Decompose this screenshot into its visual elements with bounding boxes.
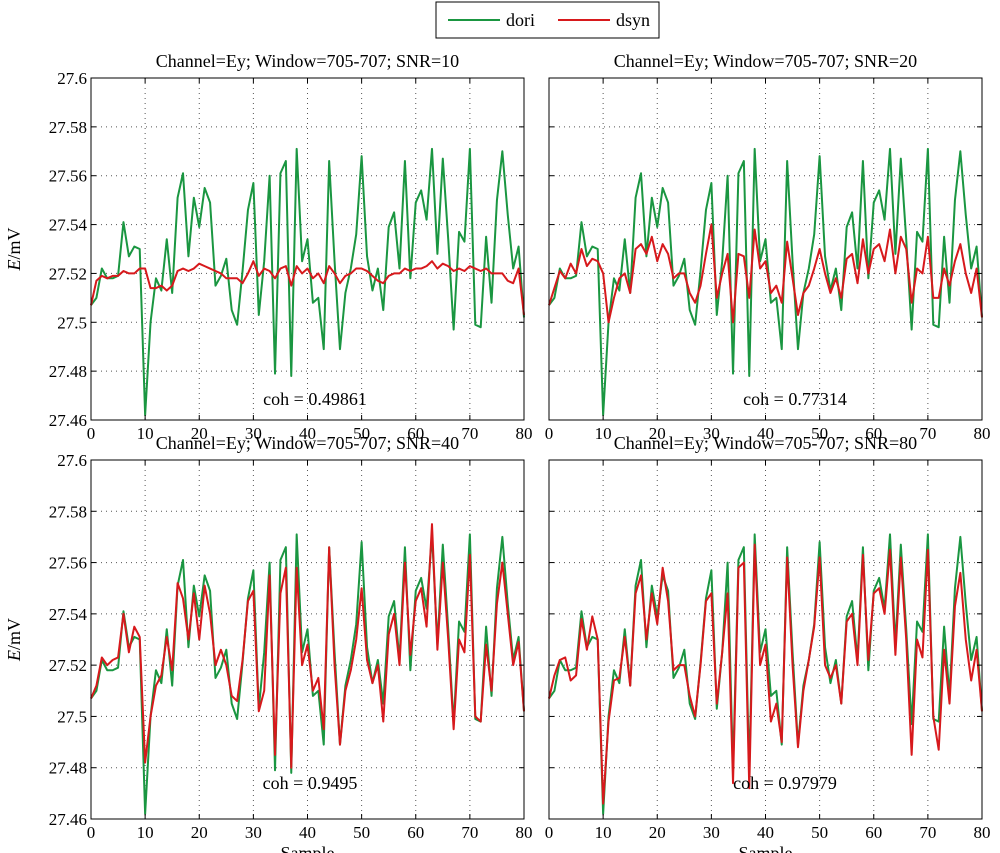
coherence-annotation: coh = 0.49861 xyxy=(263,389,367,409)
x-tick-label: 60 xyxy=(865,823,882,842)
x-tick-label: 10 xyxy=(595,424,612,443)
y-tick-label: 27.56 xyxy=(49,167,87,186)
chart-title: Channel=Ey; Window=705-707; SNR=40 xyxy=(156,433,459,453)
x-tick-label: 40 xyxy=(757,424,774,443)
x-tick-label: 80 xyxy=(974,424,991,443)
x-tick-label: 20 xyxy=(191,424,208,443)
x-tick-label: 60 xyxy=(407,424,424,443)
y-tick-label: 27.46 xyxy=(49,411,87,430)
x-tick-label: 10 xyxy=(137,823,154,842)
chart-panel-4: 0 10 20 30 40 50 60 70 80 Channel=Ey; Window=705-… xyxy=(545,433,991,853)
y-tick-label: 27.48 xyxy=(49,362,87,381)
x-tick-label: 30 xyxy=(245,424,262,443)
x-tick-label: 60 xyxy=(865,424,882,443)
y-tick-label: 27.56 xyxy=(49,554,87,573)
y-tick-label: 27.5 xyxy=(57,313,87,332)
coherence-annotation: coh = 0.77314 xyxy=(743,389,847,409)
x-tick-label: 50 xyxy=(353,823,370,842)
x-tick-label: 70 xyxy=(919,823,936,842)
x-tick-label: 30 xyxy=(245,823,262,842)
legend-label-dori: dori xyxy=(506,10,535,30)
y-axis-label: E/mV xyxy=(4,227,24,271)
series-line-dsyn xyxy=(90,260,525,316)
x-tick-label: 50 xyxy=(811,424,828,443)
series-line-dori xyxy=(548,147,983,417)
y-tick-label: 27.58 xyxy=(49,502,87,521)
y-tick-label: 27.48 xyxy=(49,759,87,778)
series-line-dori xyxy=(90,147,525,417)
x-tick-label: 20 xyxy=(649,424,666,443)
x-tick-label: 60 xyxy=(407,823,424,842)
legend: dori dsyn xyxy=(435,1,660,39)
x-tick-label: 50 xyxy=(353,424,370,443)
x-tick-label: 70 xyxy=(461,424,478,443)
chart-title: Channel=Ey; Window=705-707; SNR=20 xyxy=(614,51,917,71)
y-tick-label: 27.58 xyxy=(49,118,87,137)
panels: 0 10 20 30 40 50 60 70 80 27.46 27.48 27.5 27.52 27.5… xyxy=(4,51,991,853)
y-tick-label: 27.54 xyxy=(49,216,88,235)
x-tick-label: 0 xyxy=(545,823,554,842)
y-tick-label: 27.54 xyxy=(49,605,88,624)
x-tick-label: 10 xyxy=(137,424,154,443)
y-tick-label: 27.52 xyxy=(49,656,87,675)
chart-title: Channel=Ey; Window=705-707; SNR=10 xyxy=(156,51,459,71)
chart-panel-1: 0 10 20 30 40 50 60 70 80 27.46 27.48 27.5 27.52 27.5… xyxy=(4,51,533,443)
x-tick-label: 30 xyxy=(703,424,720,443)
x-tick-label: 30 xyxy=(703,823,720,842)
y-tick-label: 27.46 xyxy=(49,810,87,829)
x-axis-label: Sample xyxy=(281,843,335,853)
chart-title: Channel=Ey; Window=705-707; SNR=80 xyxy=(614,433,917,453)
x-tick-label: 80 xyxy=(974,823,991,842)
coherence-annotation: coh = 0.97979 xyxy=(733,773,837,793)
y-axis-label-symbol: E xyxy=(4,260,24,272)
y-tick-label: 27.5 xyxy=(57,707,87,726)
x-tick-label: 50 xyxy=(811,823,828,842)
chart-panel-3: 0 10 20 30 40 50 60 70 80 27.46 27.48 27.5 27.52 27.5… xyxy=(4,433,533,853)
x-tick-label: 40 xyxy=(299,424,316,443)
x-tick-label: 80 xyxy=(516,424,533,443)
x-tick-label: 20 xyxy=(191,823,208,842)
x-tick-label: 0 xyxy=(87,823,96,842)
y-axis-label-unit: /mV xyxy=(4,227,24,259)
series-line-dsyn xyxy=(548,543,983,805)
x-tick-label: 70 xyxy=(919,424,936,443)
x-tick-label: 80 xyxy=(516,823,533,842)
series-line-dsyn xyxy=(548,223,983,324)
y-tick-label: 27.6 xyxy=(57,69,87,88)
y-tick-label: 27.52 xyxy=(49,264,87,283)
chart-panel-2: 0 10 20 30 40 50 60 70 80 Channel=Ey; Window=705-… xyxy=(545,51,991,443)
y-tick-label: 27.6 xyxy=(57,451,87,470)
x-tick-label: 40 xyxy=(299,823,316,842)
x-tick-label: 0 xyxy=(545,424,554,443)
x-tick-label: 40 xyxy=(757,823,774,842)
x-tick-label: 0 xyxy=(87,424,96,443)
y-axis-label-unit: /mV xyxy=(4,618,24,650)
coherence-annotation: coh = 0.9495 xyxy=(263,773,358,793)
x-axis-label: Sample xyxy=(739,843,793,853)
x-tick-label: 10 xyxy=(595,823,612,842)
x-tick-label: 70 xyxy=(461,823,478,842)
y-axis-label-symbol: E xyxy=(4,650,24,662)
legend-label-dsyn: dsyn xyxy=(616,10,650,30)
series-line-dsyn xyxy=(90,523,525,769)
y-axis-label: E/mV xyxy=(4,618,24,662)
x-tick-label: 20 xyxy=(649,823,666,842)
